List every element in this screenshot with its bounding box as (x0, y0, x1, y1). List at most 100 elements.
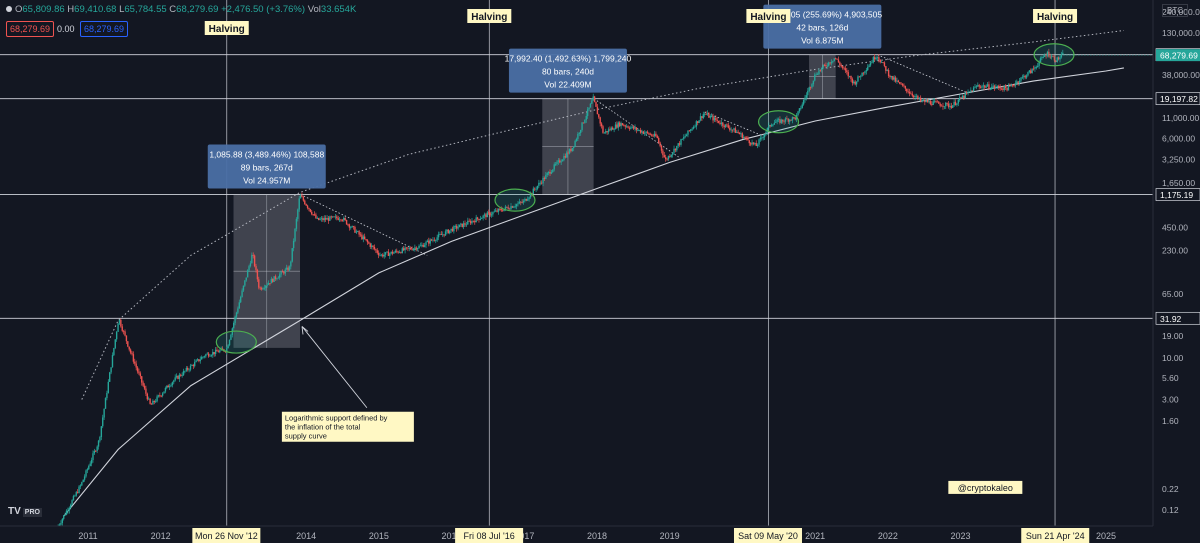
candle-body (542, 178, 544, 184)
candle-body (416, 248, 419, 250)
candle-body (436, 237, 438, 241)
candle-body (248, 266, 250, 271)
upper-dotted-curve (81, 30, 1124, 400)
y-tick-label: 0.22 (1162, 484, 1179, 494)
tradingview-logo[interactable]: TV PRO (8, 506, 42, 517)
candle-body (184, 370, 186, 372)
candle-body (864, 71, 866, 74)
candle-body (471, 220, 473, 224)
halving-label-bg (746, 9, 791, 23)
candle-body (698, 120, 700, 123)
candle-body (702, 114, 704, 118)
candle-body (625, 126, 628, 128)
candle-body (834, 58, 837, 60)
candles-group (57, 48, 1064, 529)
candle-body (266, 284, 268, 286)
candle-body (76, 492, 79, 493)
y-tick-label: 1,650.00 (1162, 178, 1195, 188)
candle-body (110, 367, 112, 373)
series-dot-icon (6, 6, 12, 13)
candle-body (560, 161, 562, 163)
candle-body (797, 111, 799, 116)
candle-body (549, 171, 551, 174)
x-tick-label: 2023 (950, 531, 970, 541)
candle-body (246, 270, 249, 278)
candle-body (65, 510, 68, 515)
candle-body (998, 85, 1000, 88)
candle-body (887, 70, 890, 76)
buy-price-box[interactable]: 68,279.69 (80, 21, 129, 37)
high-value: 69,410.68 (74, 4, 117, 15)
highlight-ellipse (494, 188, 536, 212)
candle-body (942, 105, 944, 107)
candle-body (249, 263, 252, 267)
candle-body (482, 215, 484, 218)
candle-body (684, 136, 686, 138)
candle-body (421, 244, 423, 246)
candle-body (513, 206, 515, 208)
sell-price-box[interactable]: 68,279.69 (6, 21, 55, 37)
candle-body (524, 198, 526, 201)
symbol-badge[interactable]: BTC (1162, 4, 1188, 17)
candle-body (1016, 81, 1018, 84)
candle-body (578, 133, 580, 134)
range-info-text: Vol 6.875M (801, 36, 844, 46)
candle-body (313, 214, 316, 216)
candle-body (788, 119, 791, 122)
candle-body (115, 331, 118, 340)
candle-body (762, 137, 764, 138)
range-info-text: 80 bars, 240d (542, 67, 594, 77)
candle-body (93, 450, 96, 454)
candle-body (1004, 85, 1007, 88)
candle-body (341, 220, 344, 221)
candle-body (117, 323, 119, 332)
candle-body (585, 116, 587, 120)
candle-body (500, 209, 502, 211)
candle-body (712, 116, 714, 121)
candle-body (646, 131, 649, 133)
candle-body (719, 122, 721, 125)
candle-body (965, 92, 968, 94)
candle-body (953, 101, 955, 106)
logo-mark: TV (8, 506, 21, 517)
y-tick-label: 5.60 (1162, 373, 1179, 383)
candle-body (177, 375, 179, 379)
candle-body (727, 125, 730, 128)
candle-body (391, 251, 394, 254)
candle-body (1039, 58, 1042, 63)
candle-body (536, 185, 539, 189)
candle-body (294, 228, 296, 241)
range-info-box (763, 4, 882, 49)
candle-body (450, 228, 452, 231)
candle-body (989, 88, 992, 90)
candle-body (875, 57, 877, 60)
candle-body (60, 522, 62, 525)
highlight-ellipse (757, 110, 800, 134)
candle-body (925, 100, 927, 103)
candle-body (539, 182, 541, 184)
candle-body (262, 288, 264, 290)
highlight-ellipse (1033, 43, 1075, 67)
candle-body (883, 62, 886, 67)
candle-body (681, 138, 684, 140)
candle-body (304, 200, 306, 205)
candle-body (999, 87, 1001, 89)
candle-body (514, 206, 516, 208)
candle-body (329, 216, 331, 221)
candle-body (352, 226, 355, 228)
candle-body (917, 95, 919, 99)
date-marker-bg (192, 528, 261, 543)
candle-body (687, 130, 689, 135)
date-marker-bg (733, 528, 802, 543)
candle-body (710, 116, 713, 117)
y-tick-label: 11,000.00 (1162, 113, 1199, 123)
candle-body (1013, 85, 1015, 87)
x-tick-label: 2016 (441, 531, 461, 541)
candle-body (779, 119, 781, 123)
candle-body (645, 131, 647, 133)
candle-body (768, 125, 770, 128)
candle-body (1052, 56, 1054, 58)
candle-body (844, 68, 847, 71)
candle-body (493, 211, 495, 213)
